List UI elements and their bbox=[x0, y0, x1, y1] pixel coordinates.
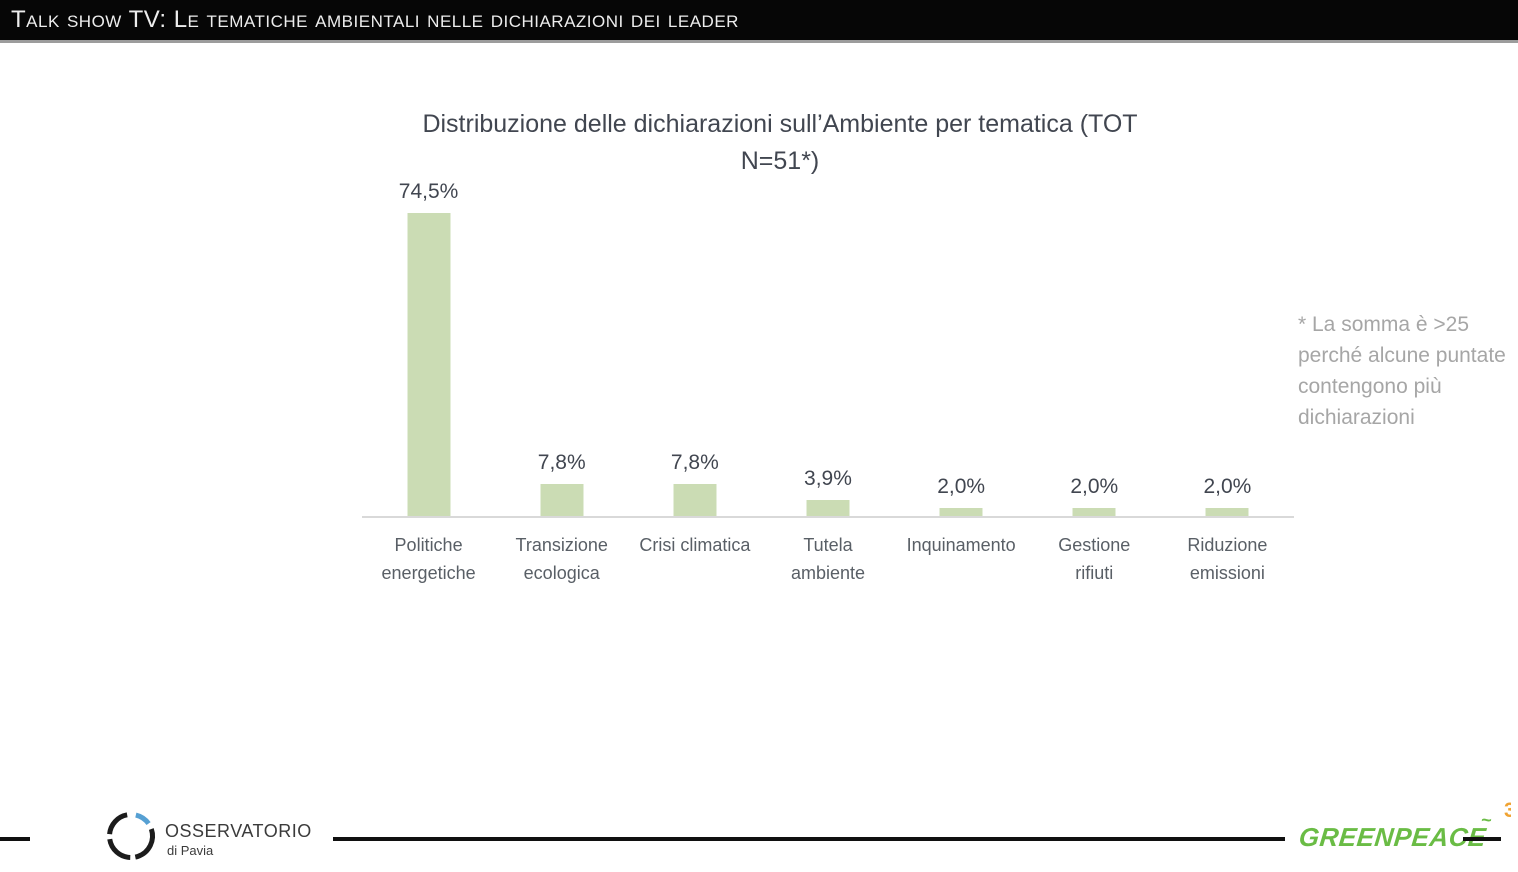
footer-rule-right bbox=[1463, 837, 1501, 841]
bar bbox=[1072, 508, 1116, 516]
footer-rule-left bbox=[0, 837, 30, 841]
bar-value-label: 74,5% bbox=[398, 180, 459, 203]
bar bbox=[540, 484, 584, 516]
osservatorio-logo-text: OSSERVATORIO bbox=[165, 821, 312, 841]
category-label: Riduzione emissioni bbox=[1187, 535, 1268, 583]
slide-header-title: Talk show TV: Le tematiche ambientali ne… bbox=[11, 6, 739, 33]
chart-title: Distribuzione delle dichiarazioni sull’A… bbox=[280, 106, 1280, 180]
category-label: Tutela ambiente bbox=[790, 535, 866, 583]
slide-header: Talk show TV: Le tematiche ambientali ne… bbox=[0, 0, 1518, 40]
bar-value-label: 7,8% bbox=[670, 451, 719, 474]
header-underline bbox=[0, 40, 1518, 43]
bar-value-label: 2,0% bbox=[937, 475, 986, 498]
category-label: Gestione rifiuti bbox=[1058, 535, 1131, 583]
plot-area: 74,5% 7,8% 7,8% 3,9% 2,0% 2,0% 2,0% bbox=[362, 180, 1294, 516]
bar-column: 74,5% bbox=[362, 180, 495, 516]
bar-value-label: 3,9% bbox=[804, 467, 852, 490]
bar bbox=[806, 500, 850, 516]
bar-column: 3,9% bbox=[761, 210, 894, 516]
osservatorio-logo-subtitle: di Pavia bbox=[167, 843, 214, 858]
bar-column: 7,8% bbox=[628, 210, 761, 516]
footer-rule-middle bbox=[333, 837, 1285, 841]
category-label: Politiche energetiche bbox=[381, 535, 476, 583]
greenpeace-logo: GREENPEACE bbox=[1297, 822, 1487, 853]
page-number-text: 3 bbox=[1504, 799, 1511, 822]
bar bbox=[939, 508, 983, 516]
page-number-clipped: 3 bbox=[1504, 799, 1511, 823]
category-label: Inquinamento bbox=[906, 535, 1016, 555]
x-axis-line bbox=[362, 516, 1294, 518]
category-label: Transizione ecologica bbox=[515, 535, 608, 583]
category-axis: Politiche energetiche Transizione ecologica… bbox=[362, 531, 1294, 587]
bar-column: 7,8% bbox=[495, 210, 628, 516]
category-label: Crisi climatica bbox=[639, 535, 751, 555]
footnote: * La somma è >25 perché alcune puntate c… bbox=[1298, 313, 1506, 429]
bar-value-label: 7,8% bbox=[537, 451, 586, 474]
bar bbox=[407, 213, 451, 516]
bar-value-label: 2,0% bbox=[1070, 475, 1119, 498]
bar-column: 2,0% bbox=[1161, 210, 1294, 516]
osservatorio-logo-icon bbox=[107, 812, 156, 860]
bar-value-label: 2,0% bbox=[1203, 475, 1252, 498]
chart-title-line-1: Distribuzione delle dichiarazioni sull’A… bbox=[422, 110, 1138, 138]
bar bbox=[673, 484, 717, 516]
bar-column: 2,0% bbox=[1028, 210, 1161, 516]
chart-title-line-2: N=51*) bbox=[740, 147, 820, 175]
bar bbox=[1205, 508, 1249, 516]
bar-column: 2,0% bbox=[895, 210, 1028, 516]
